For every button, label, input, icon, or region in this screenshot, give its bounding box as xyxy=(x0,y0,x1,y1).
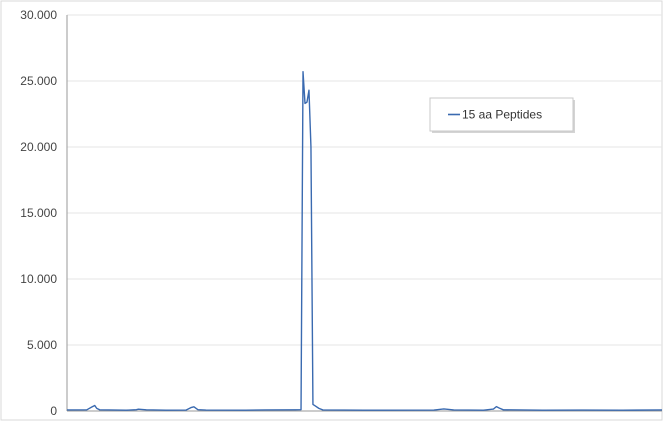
y-tick-label-0: 0 xyxy=(50,404,57,418)
legend-label-0: 15 aa Peptides xyxy=(462,108,542,122)
y-tick-label-1: 5.000 xyxy=(27,338,57,352)
y-tick-label-2: 10.000 xyxy=(20,272,57,286)
series-line-0 xyxy=(66,71,663,411)
y-tick-label-6: 30.000 xyxy=(20,8,57,22)
y-tick-label-3: 15.000 xyxy=(20,206,57,220)
y-tick-label-4: 20.000 xyxy=(20,140,57,154)
y-tick-label-5: 25.000 xyxy=(20,74,57,88)
